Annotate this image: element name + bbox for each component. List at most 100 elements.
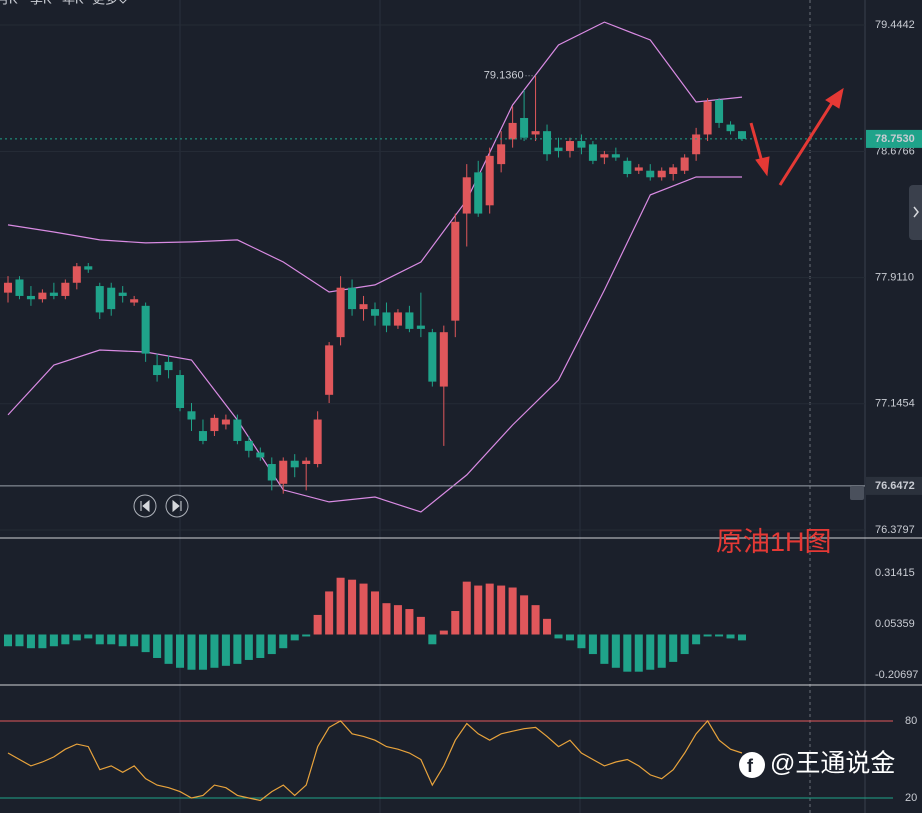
macd-bar <box>692 634 701 645</box>
candle-body <box>348 287 357 310</box>
candle-body <box>543 131 552 155</box>
macd-bar <box>26 634 35 649</box>
candle-body <box>210 417 219 432</box>
macd-bar <box>210 634 219 668</box>
macd-bar <box>703 634 712 637</box>
candle-body <box>405 312 414 329</box>
chevron <box>119 0 127 4</box>
candle-body <box>508 122 517 140</box>
candle-body <box>588 144 597 161</box>
candle-body <box>244 440 253 451</box>
candle-body <box>428 332 437 382</box>
macd-bar <box>531 605 540 635</box>
toolbar-item[interactable]: 月K <box>0 0 18 6</box>
marker-label-bg <box>866 476 922 495</box>
candle-body <box>370 309 380 316</box>
candle-body <box>141 305 150 354</box>
macd-bar <box>508 587 517 635</box>
annotation: 原油1H图 <box>716 527 832 557</box>
macd-bar <box>336 577 345 635</box>
watermark-group: f @王通说金 <box>739 750 895 778</box>
candle-body <box>646 170 655 178</box>
macd-bar <box>130 634 139 647</box>
macd-bar <box>577 634 586 649</box>
macd-bar <box>107 634 116 645</box>
y-tick-label: 79.4442 <box>875 19 915 31</box>
macd-bar <box>485 583 494 635</box>
candle-body <box>26 295 35 300</box>
y-tick-label: -0.20697 <box>875 669 918 681</box>
candle-body <box>72 266 81 283</box>
watermark: @王通说金 <box>770 750 895 778</box>
macd-bar <box>256 634 265 658</box>
macd-bar <box>623 634 632 672</box>
candle-body <box>153 365 162 376</box>
candle-body <box>393 312 402 326</box>
candle-body <box>84 266 93 270</box>
macd-bar <box>405 609 414 635</box>
toolbar-item[interactable]: 更多 <box>92 0 118 6</box>
arrowhead <box>825 87 844 109</box>
candle-body <box>451 221 460 321</box>
candle-body <box>313 419 322 465</box>
alert-icon[interactable] <box>850 486 864 500</box>
macd-bar <box>634 634 643 672</box>
candle-body <box>382 312 391 326</box>
candle-body <box>256 452 265 458</box>
macd-bar <box>520 595 529 635</box>
candle-body <box>187 411 196 420</box>
candle-body <box>61 282 70 296</box>
candle-body <box>233 419 242 441</box>
candle-body <box>164 361 173 371</box>
rsi-line <box>7 719 743 802</box>
y-tick-label: 77.9110 <box>875 272 914 284</box>
macd-bar <box>359 583 368 635</box>
side-tab[interactable] <box>909 185 922 240</box>
candle-body <box>577 141 586 148</box>
toolbar-item[interactable]: 年K <box>62 0 84 6</box>
macd-bar <box>393 605 402 635</box>
macd-bar <box>543 618 552 635</box>
next-icon <box>172 499 182 513</box>
macd-bar <box>451 611 460 635</box>
macd-bar <box>290 634 299 641</box>
macd-bar <box>141 634 150 653</box>
candle-body <box>198 431 207 441</box>
macd-bar <box>600 634 609 664</box>
next-button[interactable] <box>165 494 189 518</box>
macd-bar <box>279 634 288 649</box>
macd-bar <box>439 630 448 635</box>
macd-bar <box>715 634 724 637</box>
candle-body <box>439 332 448 387</box>
candle-body <box>680 157 689 171</box>
prev-button[interactable] <box>133 494 157 518</box>
macd-bar <box>646 634 655 670</box>
macd-bar <box>474 585 483 635</box>
candle-body <box>118 292 127 296</box>
candle-body <box>565 141 574 151</box>
candle-body <box>302 460 311 465</box>
macd-bar <box>588 634 597 655</box>
candle-body <box>290 460 299 468</box>
watermark-icon-glyph: f <box>747 756 754 776</box>
toolbar-item[interactable]: 季K <box>30 0 52 6</box>
plot: 79.4442 78.6766 77.9110 77.1454 76.3797 76.64… <box>0 19 922 804</box>
candle-body <box>176 375 185 408</box>
candle-body <box>657 170 666 178</box>
candle-body <box>634 167 643 171</box>
y-tick-label: 78.6766 <box>875 145 915 157</box>
last-price-bg <box>866 129 922 148</box>
candle-body <box>554 147 563 151</box>
y-tick-label: 0.05359 <box>875 618 915 630</box>
macd-bar <box>153 634 162 658</box>
candle-body <box>336 287 345 338</box>
candle-body <box>49 292 58 296</box>
macd-bar <box>221 634 230 666</box>
macd-bar <box>462 581 471 635</box>
candle-body <box>462 177 471 214</box>
macd-bar <box>84 634 93 639</box>
marker-label: 76.6472 <box>875 480 915 492</box>
candle-body <box>531 131 540 135</box>
